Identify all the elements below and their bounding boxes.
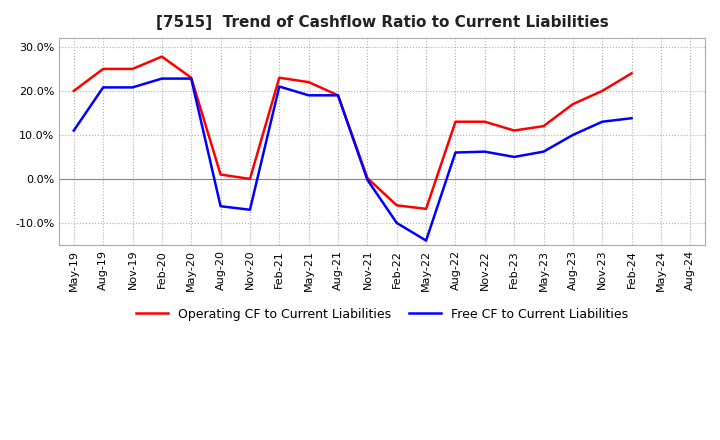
- Operating CF to Current Liabilities: [598, 88, 606, 94]
- Operating CF to Current Liabilities: [333, 93, 342, 98]
- Free CF to Current Liabilities: [69, 128, 78, 133]
- Operating CF to Current Liabilities: [128, 66, 137, 72]
- Free CF to Current Liabilities: [305, 93, 313, 98]
- Free CF to Current Liabilities: [128, 85, 137, 90]
- Operating CF to Current Liabilities: [510, 128, 518, 133]
- Operating CF to Current Liabilities: [569, 102, 577, 107]
- Operating CF to Current Liabilities: [627, 71, 636, 76]
- Legend: Operating CF to Current Liabilities, Free CF to Current Liabilities: Operating CF to Current Liabilities, Fre…: [131, 303, 633, 326]
- Operating CF to Current Liabilities: [305, 80, 313, 85]
- Free CF to Current Liabilities: [539, 149, 548, 154]
- Free CF to Current Liabilities: [216, 204, 225, 209]
- Free CF to Current Liabilities: [333, 93, 342, 98]
- Free CF to Current Liabilities: [99, 85, 107, 90]
- Free CF to Current Liabilities: [275, 84, 284, 89]
- Free CF to Current Liabilities: [451, 150, 460, 155]
- Free CF to Current Liabilities: [627, 116, 636, 121]
- Operating CF to Current Liabilities: [246, 176, 254, 182]
- Free CF to Current Liabilities: [187, 76, 196, 81]
- Operating CF to Current Liabilities: [422, 206, 431, 212]
- Title: [7515]  Trend of Cashflow Ratio to Current Liabilities: [7515] Trend of Cashflow Ratio to Curren…: [156, 15, 608, 30]
- Free CF to Current Liabilities: [363, 177, 372, 183]
- Operating CF to Current Liabilities: [392, 203, 401, 208]
- Operating CF to Current Liabilities: [480, 119, 489, 125]
- Operating CF to Current Liabilities: [363, 176, 372, 181]
- Free CF to Current Liabilities: [158, 76, 166, 81]
- Line: Operating CF to Current Liabilities: Operating CF to Current Liabilities: [73, 57, 631, 209]
- Operating CF to Current Liabilities: [69, 88, 78, 94]
- Operating CF to Current Liabilities: [216, 172, 225, 177]
- Free CF to Current Liabilities: [246, 207, 254, 213]
- Free CF to Current Liabilities: [598, 119, 606, 125]
- Free CF to Current Liabilities: [392, 220, 401, 226]
- Free CF to Current Liabilities: [510, 154, 518, 160]
- Operating CF to Current Liabilities: [539, 124, 548, 129]
- Operating CF to Current Liabilities: [451, 119, 460, 125]
- Free CF to Current Liabilities: [422, 238, 431, 243]
- Operating CF to Current Liabilities: [158, 54, 166, 59]
- Free CF to Current Liabilities: [569, 132, 577, 138]
- Operating CF to Current Liabilities: [187, 75, 196, 81]
- Free CF to Current Liabilities: [480, 149, 489, 154]
- Line: Free CF to Current Liabilities: Free CF to Current Liabilities: [73, 79, 631, 241]
- Operating CF to Current Liabilities: [99, 66, 107, 72]
- Operating CF to Current Liabilities: [275, 75, 284, 81]
